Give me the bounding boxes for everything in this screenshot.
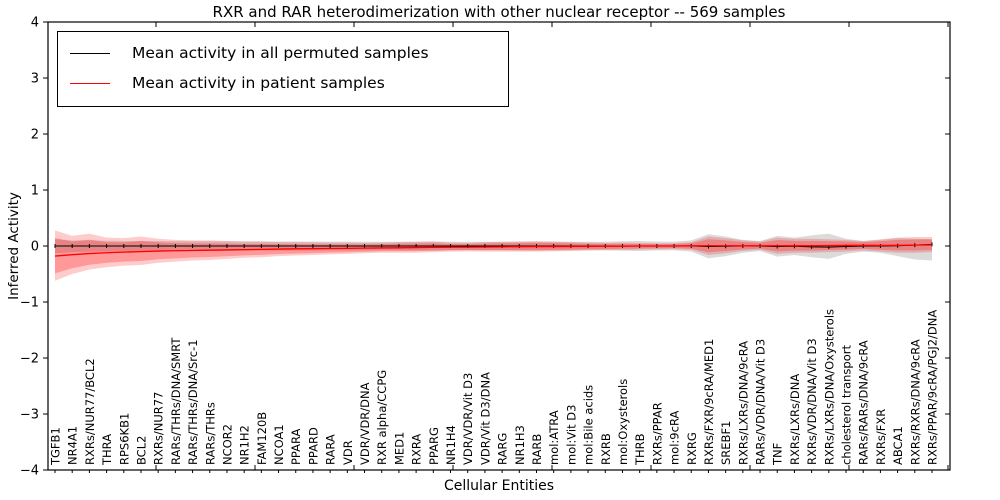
- x-tick-label: NR4A1: [66, 426, 80, 465]
- x-tick-label: cholesterol transport: [840, 345, 854, 465]
- x-axis-label: Cellular Entities: [443, 478, 555, 494]
- x-tick-label: RARG: [496, 433, 510, 465]
- patient-line-sample: [70, 82, 110, 84]
- x-tick-label: RXRB: [599, 433, 613, 465]
- x-tick-label: RARs/RARs/DNA/9cRA: [857, 340, 871, 465]
- x-tick-label: RARB: [530, 434, 544, 465]
- x-tick-label: RXRs/LXRs/DNA/Oxysterols: [822, 309, 836, 465]
- x-tick-label: RARA: [324, 434, 338, 465]
- x-tick-label: RARs/THRs/DNA/SMRT: [169, 337, 183, 465]
- permuted-line-sample: [70, 52, 110, 54]
- y-tick-label: 2: [31, 128, 39, 143]
- y-axis-label: Inferred Activity: [6, 192, 22, 300]
- y-tick-label: 4: [31, 16, 39, 31]
- x-tick-label: BCL2: [134, 436, 148, 465]
- legend-item-permuted: Mean activity in all permuted samples: [70, 38, 498, 68]
- x-tick-label: SREBF1: [719, 421, 733, 465]
- x-tick-label: VDR/VDR/DNA: [358, 382, 372, 465]
- y-tick-label: −1: [20, 296, 39, 311]
- x-tick-label: FAM120B: [255, 412, 269, 465]
- x-tick-label: RXRs/PPAR/9cRA/PGJ2/DNA: [926, 310, 940, 465]
- y-tick-label: 0: [31, 240, 39, 255]
- y-tick-label: −2: [20, 352, 39, 367]
- x-tick-label: NCOA1: [272, 424, 286, 465]
- x-tick-label: mol:Vit D3: [564, 405, 578, 465]
- x-tick-label: NR1H3: [513, 425, 527, 465]
- x-tick-label: THRA: [100, 434, 114, 466]
- x-tick-label: THRB: [633, 433, 647, 466]
- x-tick-label: VDR/VDR/Vit D3: [461, 373, 475, 465]
- y-tick-label: −3: [20, 408, 39, 423]
- x-tick-label: mol:Bile acids: [582, 385, 596, 465]
- legend-item-patient: Mean activity in patient samples: [70, 68, 498, 98]
- x-tick-label: TNF: [771, 443, 785, 466]
- legend-box: Mean activity in all permuted samples Me…: [57, 31, 509, 107]
- x-tick-label: RXRs/NUR77/BCL2: [83, 358, 97, 465]
- x-tick-label: mol:Oxysterols: [616, 379, 630, 465]
- x-tick-label: PPARD: [306, 427, 320, 465]
- x-tick-label: RXRs/FXR/9cRA/MED1: [702, 339, 716, 465]
- x-tick-label: RXRs/RXRs/DNA/9cRA: [908, 339, 922, 465]
- x-tick-label: RPS6KB1: [117, 413, 131, 465]
- chart-title: RXR and RAR heterodimerization with othe…: [212, 3, 786, 21]
- y-tick-label: −4: [20, 464, 39, 479]
- x-tick-label: TGFB1: [49, 427, 63, 466]
- legend-label-permuted: Mean activity in all permuted samples: [132, 44, 429, 62]
- y-tick-label: 3: [31, 72, 39, 87]
- legend-label-patient: Mean activity in patient samples: [132, 74, 385, 92]
- x-tick-label: RXRs/VDR/DNA/Vit D3: [805, 338, 819, 465]
- x-tick-label: ABCA1: [891, 426, 905, 465]
- x-tick-label: RXRs/PPAR: [650, 402, 664, 465]
- x-tick-label: RXRs/LXRs/DNA/9cRA: [736, 341, 750, 465]
- y-tick-label: 1: [31, 184, 39, 199]
- x-tick-label: NCOR2: [220, 424, 234, 465]
- x-tick-label: RXRs/NUR77: [152, 392, 166, 465]
- x-tick-label: RXRs/LXRs/DNA: [788, 374, 802, 465]
- x-tick-label: MED1: [392, 432, 406, 465]
- x-tick-label: VDR/Vit D3/DNA: [478, 372, 492, 465]
- x-tick-label: mol:ATRA: [547, 410, 561, 465]
- x-tick-label: PPARA: [289, 428, 303, 465]
- x-tick-label: RXRG: [685, 432, 699, 465]
- x-tick-label: VDR: [341, 440, 355, 465]
- x-tick-label: RXRA: [410, 434, 424, 465]
- x-tick-label: NR1H4: [444, 425, 458, 465]
- x-tick-label: RXR alpha/CCPG: [375, 370, 389, 465]
- patient-mean-line: [54, 244, 933, 257]
- x-tick-label: RARs/THRs/DNA/Src-1: [186, 339, 200, 465]
- x-tick-label: mol:9cRA: [668, 411, 682, 465]
- x-tick-label: RARs/THRs: [203, 402, 217, 465]
- x-tick-label: NR1H2: [238, 425, 252, 465]
- x-tick-label: RARs/VDR/DNA/Vit D3: [754, 339, 768, 465]
- x-tick-label: RXRs/FXR: [874, 409, 888, 465]
- x-tick-label: PPARG: [427, 427, 441, 465]
- patient-outer-band: [55, 230, 932, 281]
